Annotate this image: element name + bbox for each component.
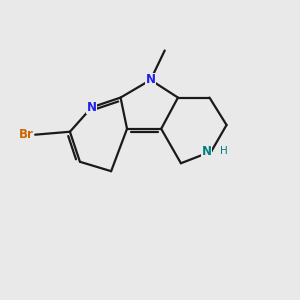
- Text: N: N: [146, 74, 156, 86]
- Text: H: H: [220, 146, 227, 157]
- Text: N: N: [87, 101, 97, 114]
- Text: Br: Br: [19, 128, 34, 141]
- Text: N: N: [202, 145, 212, 158]
